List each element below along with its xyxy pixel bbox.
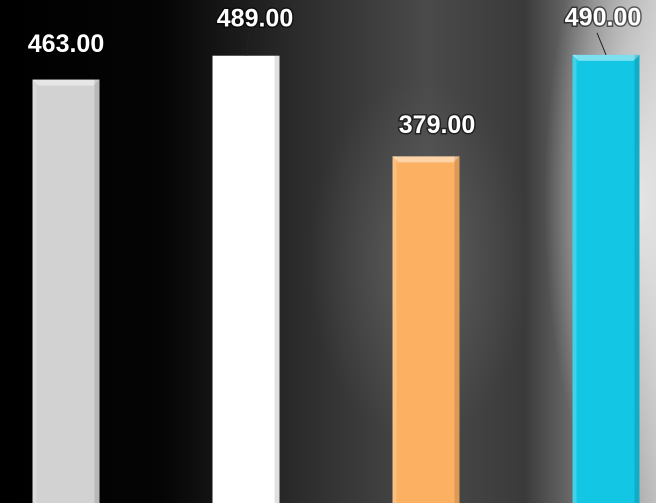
leader-line: [245, 33, 250, 56]
bar-bevel: [572, 54, 640, 61]
bar-shade: [94, 79, 100, 503]
value-label: 379.00: [399, 111, 475, 139]
bar: [392, 156, 460, 503]
bar-shade: [32, 79, 37, 503]
bar-bevel: [392, 156, 460, 163]
leader-line: [596, 32, 607, 56]
bar-bevel: [32, 79, 100, 86]
value-label: 489.00: [217, 4, 293, 32]
bar: [572, 54, 640, 503]
bar-shade: [212, 55, 217, 503]
bar-shade: [454, 156, 460, 503]
bar-shade: [392, 156, 397, 503]
bar: [212, 55, 280, 503]
bar-shade: [634, 54, 640, 503]
bar-shade: [274, 55, 280, 503]
value-label: 490.00: [565, 3, 641, 31]
bar-bevel: [212, 55, 280, 62]
bar-shade: [572, 54, 577, 503]
bar: [32, 79, 100, 503]
value-label: 463.00: [28, 30, 104, 58]
